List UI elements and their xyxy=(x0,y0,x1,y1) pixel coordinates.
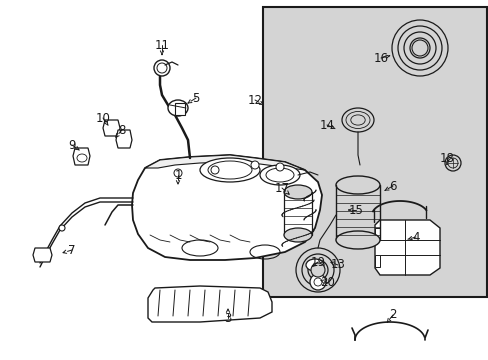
Polygon shape xyxy=(175,103,184,115)
Ellipse shape xyxy=(210,166,219,174)
Ellipse shape xyxy=(284,185,311,199)
Text: 8: 8 xyxy=(118,123,125,136)
Ellipse shape xyxy=(309,274,325,290)
Text: 17: 17 xyxy=(274,181,289,194)
Text: 6: 6 xyxy=(388,180,396,193)
Polygon shape xyxy=(33,248,52,262)
Ellipse shape xyxy=(168,100,187,116)
Text: 13: 13 xyxy=(330,258,345,271)
Ellipse shape xyxy=(310,263,325,277)
Polygon shape xyxy=(145,155,305,170)
Polygon shape xyxy=(103,120,120,136)
Text: 1: 1 xyxy=(174,168,182,181)
Text: 20: 20 xyxy=(320,276,335,289)
Ellipse shape xyxy=(444,155,460,171)
Text: 2: 2 xyxy=(388,309,396,321)
Text: 11: 11 xyxy=(154,39,169,51)
Ellipse shape xyxy=(154,60,170,76)
Ellipse shape xyxy=(305,259,324,271)
Ellipse shape xyxy=(260,165,299,185)
Text: 15: 15 xyxy=(348,203,363,216)
Bar xyxy=(263,7,486,297)
Text: 7: 7 xyxy=(68,243,76,257)
Ellipse shape xyxy=(77,154,87,162)
Polygon shape xyxy=(374,220,439,275)
Polygon shape xyxy=(374,255,379,267)
Ellipse shape xyxy=(275,163,284,171)
Text: 12: 12 xyxy=(247,94,262,107)
Text: 4: 4 xyxy=(411,230,419,243)
Ellipse shape xyxy=(174,169,182,177)
Text: 9: 9 xyxy=(68,139,76,152)
Ellipse shape xyxy=(284,228,311,242)
Ellipse shape xyxy=(59,225,65,231)
Polygon shape xyxy=(116,130,132,148)
Ellipse shape xyxy=(200,158,260,182)
Polygon shape xyxy=(374,228,379,240)
Text: 5: 5 xyxy=(192,91,199,104)
Ellipse shape xyxy=(341,108,373,132)
Text: 10: 10 xyxy=(95,112,110,125)
Text: 18: 18 xyxy=(439,152,453,165)
Polygon shape xyxy=(73,148,90,165)
Ellipse shape xyxy=(335,231,379,249)
Ellipse shape xyxy=(411,40,427,56)
Polygon shape xyxy=(148,286,271,322)
Ellipse shape xyxy=(250,161,259,169)
Polygon shape xyxy=(132,155,321,260)
Text: 16: 16 xyxy=(373,51,387,64)
Text: 19: 19 xyxy=(310,256,325,269)
Text: 14: 14 xyxy=(319,118,334,131)
Text: 3: 3 xyxy=(224,311,231,324)
Ellipse shape xyxy=(335,176,379,194)
